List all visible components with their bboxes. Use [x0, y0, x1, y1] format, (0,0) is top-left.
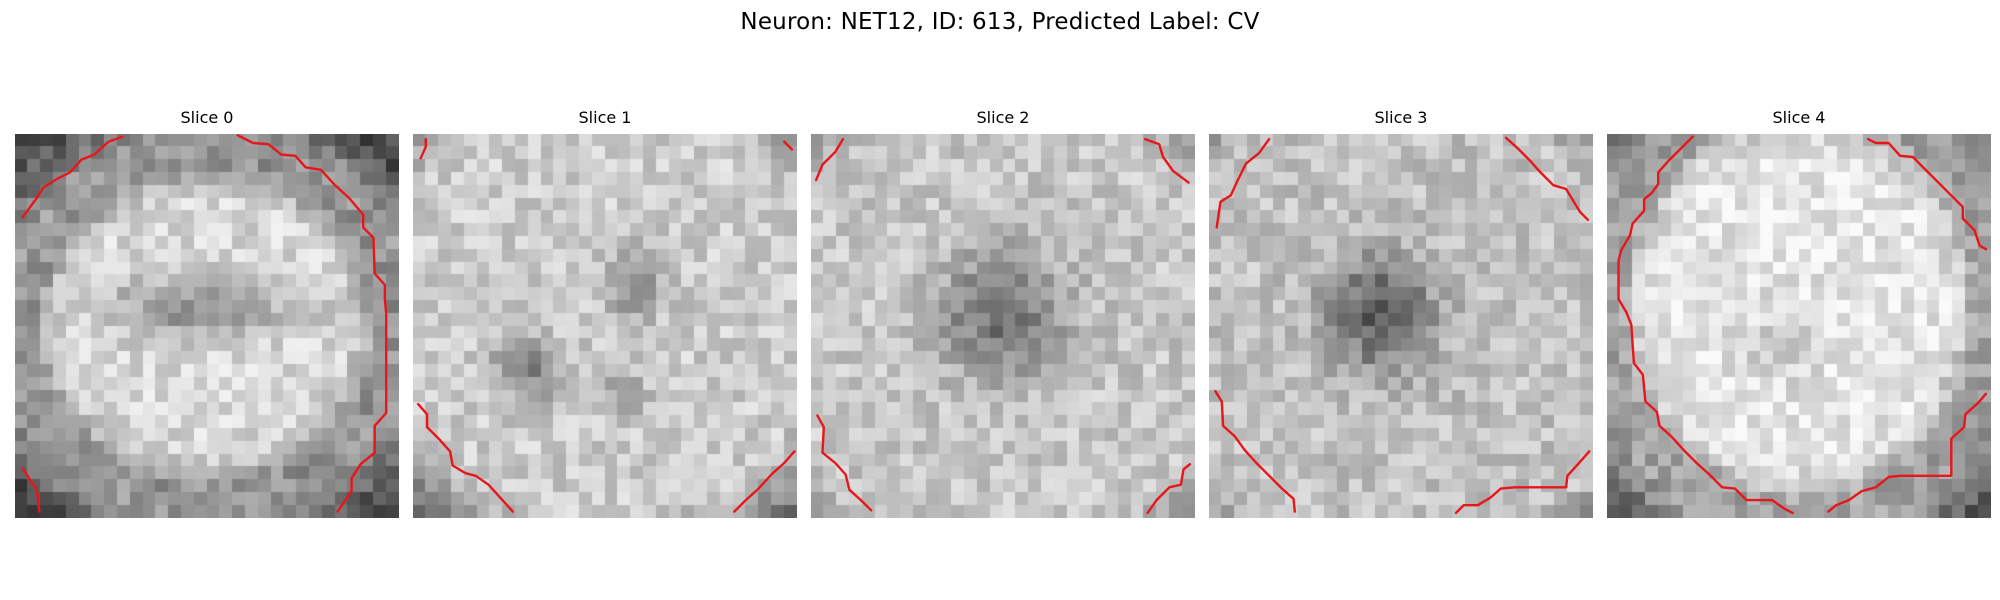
contour-line [21, 135, 124, 219]
slice-title: Slice 0 [180, 108, 234, 127]
slice-contour-overlay [1617, 135, 1988, 515]
slice-image [15, 134, 399, 518]
slice-title: Slice 4 [1772, 108, 1826, 127]
slice-title: Slice 1 [578, 108, 632, 127]
slice-panel-1: Slice 1 [413, 108, 797, 524]
contour-line [1454, 450, 1591, 515]
contour-line [236, 134, 388, 513]
slice-contour-overlay [814, 137, 1192, 515]
slice-title: Slice 3 [1374, 108, 1428, 127]
contour-line [1143, 137, 1190, 184]
slice-title: Slice 2 [976, 108, 1030, 127]
slice-image [1209, 134, 1593, 518]
contour-line [21, 466, 41, 513]
contour-line [816, 414, 873, 512]
slice-panel-2: Slice 2 [811, 108, 1195, 524]
contour-line [733, 450, 796, 513]
contour-line [783, 140, 794, 151]
contour-line [419, 137, 428, 160]
contour-line [1214, 390, 1297, 513]
slice-image [811, 134, 1195, 518]
slice-contour-overlay [1214, 136, 1591, 515]
slice-panel-0: Slice 0 [15, 108, 399, 524]
contour-line [416, 402, 515, 513]
slice-image [413, 134, 797, 518]
contour-line [814, 137, 845, 182]
slice-image [1607, 134, 1991, 518]
figure-title: Neuron: NET12, ID: 613, Predicted Label:… [740, 9, 1260, 35]
slice-panel-3: Slice 3 [1209, 108, 1593, 524]
slice-panel-4: Slice 4 [1607, 108, 1991, 524]
slice-contour-overlay [416, 137, 796, 513]
contour-line [1215, 137, 1271, 229]
contour-line [1866, 137, 1988, 251]
contour-line [1504, 136, 1590, 222]
contour-line [1827, 392, 1988, 513]
slice-contour-overlay [21, 134, 388, 513]
contour-line [1617, 135, 1794, 515]
contour-line [1146, 463, 1192, 515]
